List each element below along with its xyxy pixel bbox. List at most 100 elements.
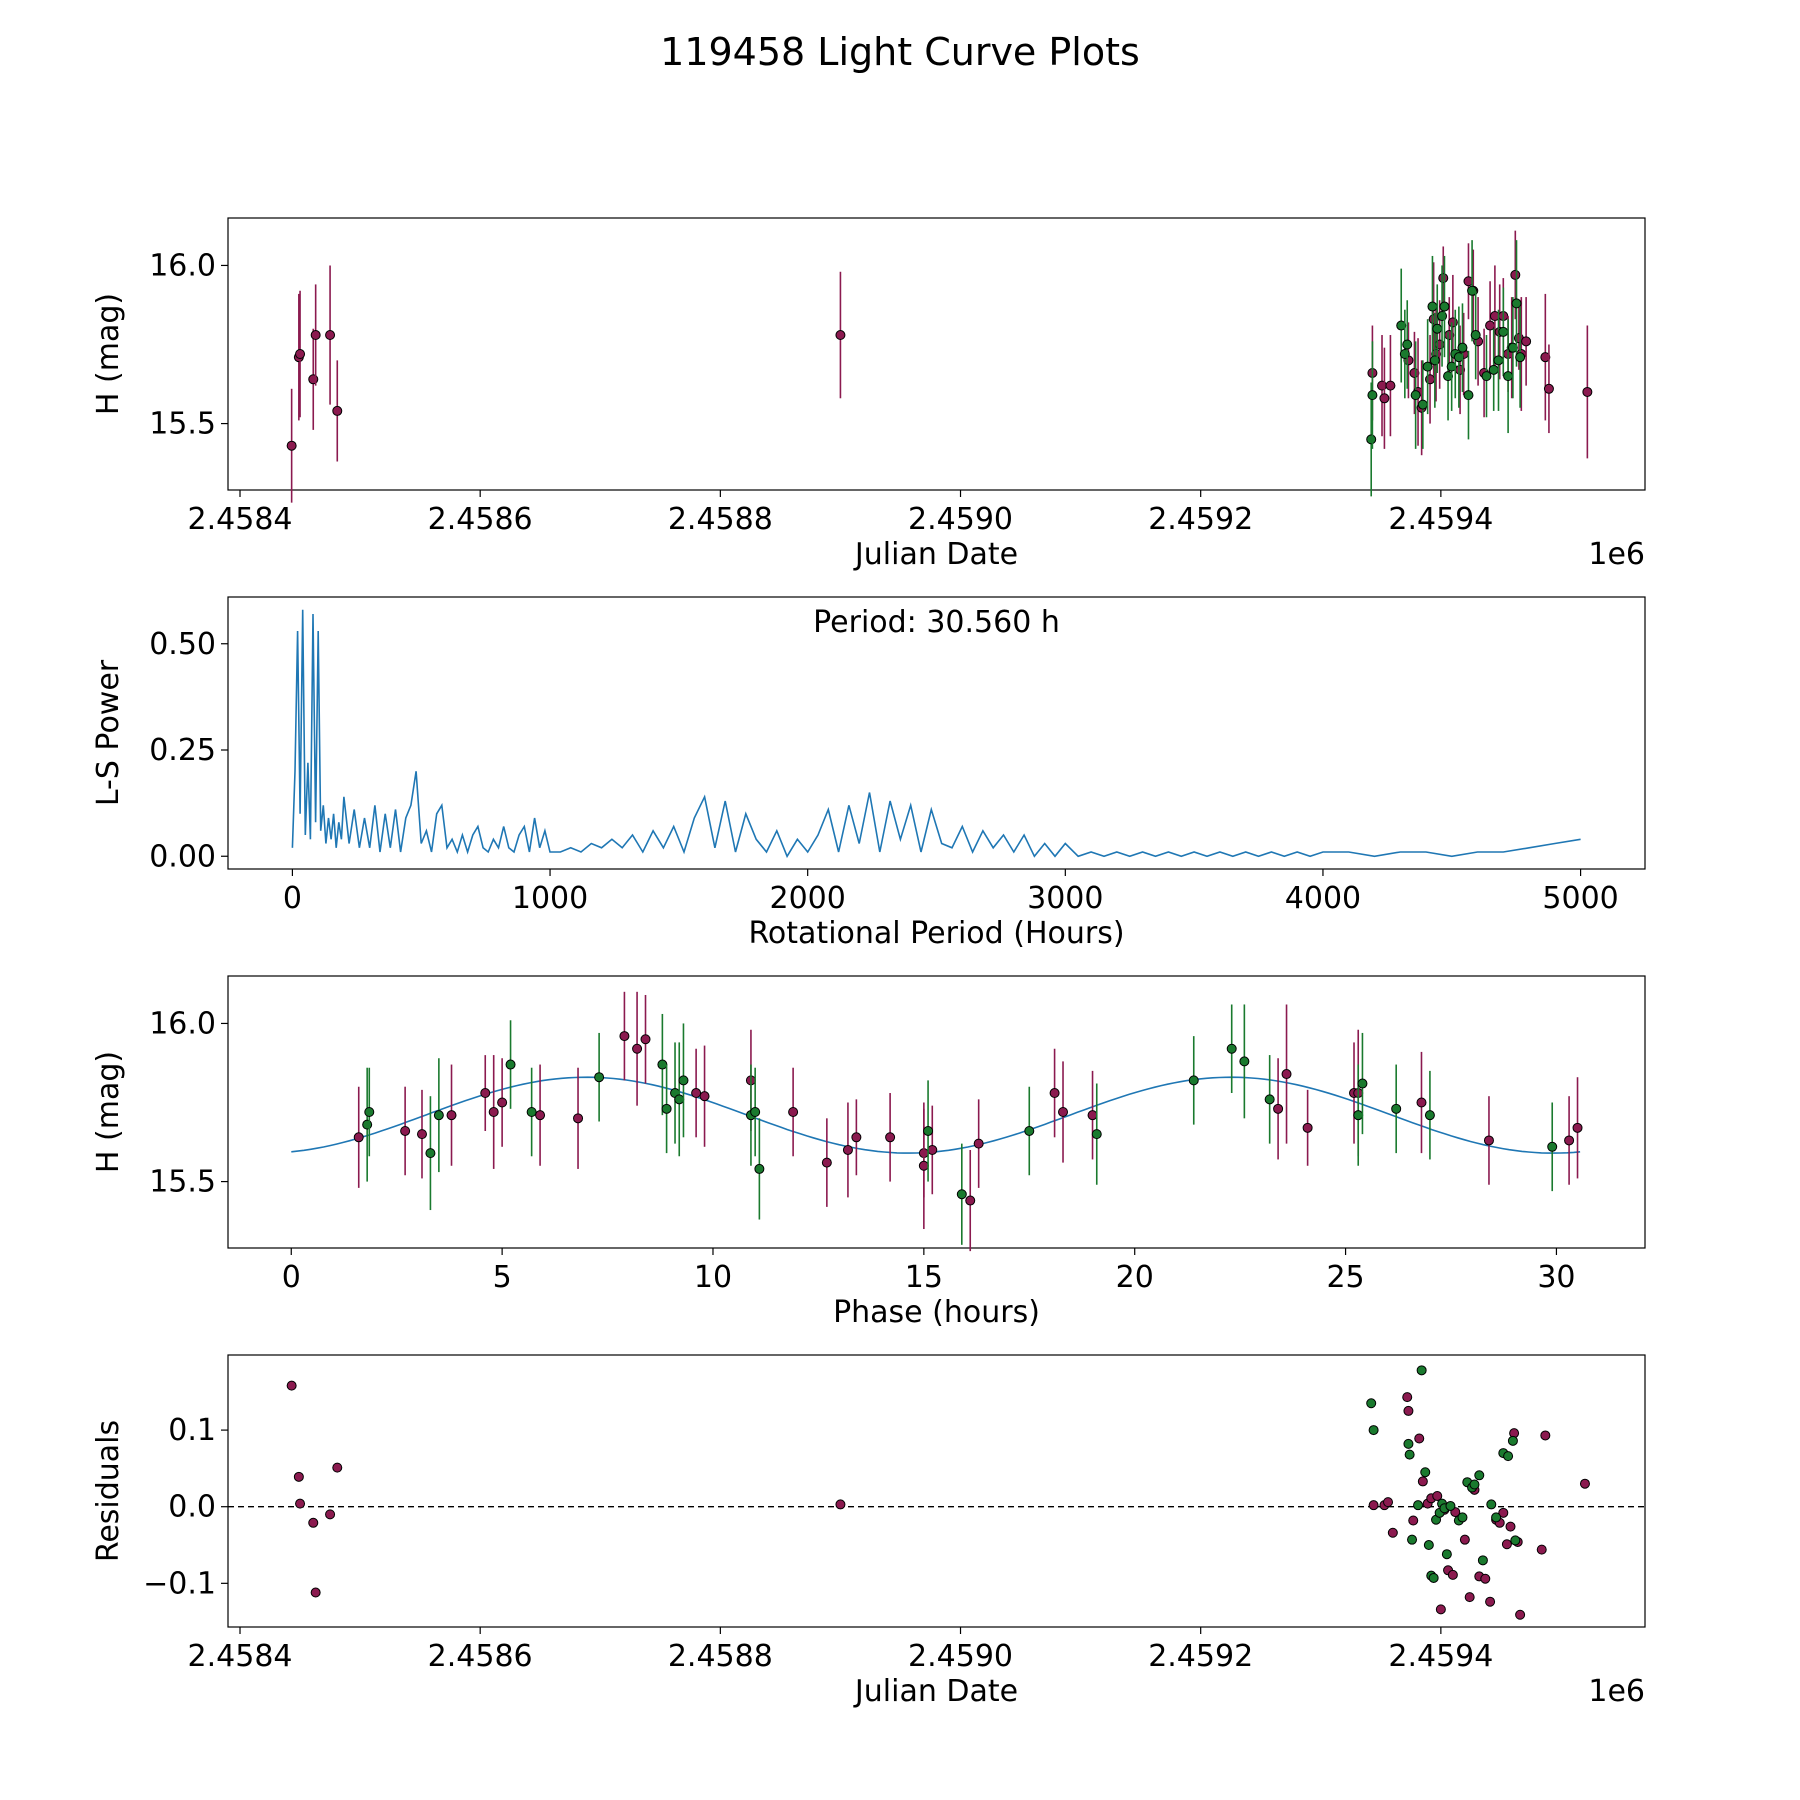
phased-point-r <box>640 1034 651 1045</box>
residuals-point-r <box>1505 1521 1516 1532</box>
residuals-point-r <box>1515 1609 1526 1620</box>
phased-point-r <box>1273 1103 1284 1114</box>
phased-curve-axes: 0 5 10 15 20 25 30 15.5 16.0 Phase (hours) H (mag) <box>91 975 1646 1330</box>
lightcurve-point-r <box>1385 380 1396 391</box>
lightcurve-ylabel: H (mag) <box>91 293 126 415</box>
periodogram-line <box>291 609 1581 859</box>
residuals-point-g <box>1366 1398 1377 1409</box>
lightcurve-point-g <box>1467 285 1478 296</box>
lightcurve-point-g <box>1439 301 1450 312</box>
residuals-xtick-label: 2.4590 <box>908 1639 1013 1674</box>
periodogram-ytick-label: 0.00 <box>149 839 216 874</box>
residuals-xtick-label: 2.4592 <box>1148 1639 1253 1674</box>
phased-point-r <box>1483 1135 1494 1146</box>
periodogram-xtick-label: 4000 <box>1285 881 1361 916</box>
lightcurve-point-g <box>1503 371 1514 382</box>
residuals-xtick-label: 2.4594 <box>1388 1639 1493 1674</box>
lightcurve-xtick-label: 2.4590 <box>908 502 1013 537</box>
phased-point-g <box>750 1107 761 1117</box>
phased-point-g <box>505 1059 516 1070</box>
phased-point-r <box>488 1107 499 1117</box>
phased-point-r <box>699 1091 710 1102</box>
phased-point-r <box>1281 1069 1292 1080</box>
lightcurve-xtick-label: 2.4592 <box>1148 502 1253 537</box>
residuals-point-g <box>1486 1499 1497 1510</box>
phased-point-g <box>425 1148 436 1159</box>
residuals-point-g <box>1503 1451 1514 1462</box>
lightcurve-point-g <box>1427 301 1438 312</box>
lightcurve-xtick-label: 2.4588 <box>668 502 773 537</box>
phased-point-g <box>433 1110 444 1121</box>
residuals-point-r <box>1447 1569 1458 1580</box>
lightcurve-point-r <box>1485 320 1496 331</box>
phased-point-g <box>594 1072 605 1083</box>
phased-point-r <box>1564 1135 1575 1146</box>
residuals-point-g <box>1441 1549 1452 1560</box>
residuals-point-r <box>1414 1433 1425 1444</box>
residuals-point-r <box>1368 1500 1379 1511</box>
lightcurve-point-g <box>1446 361 1457 372</box>
residuals-xlabel: Julian Date <box>853 1674 1018 1709</box>
periodogram-axes: 0 1000 2000 3000 4000 5000 0.00 0.25 0.50 Rotatio… <box>91 596 1646 951</box>
phased-point-g <box>657 1059 668 1070</box>
phased-point-r <box>416 1129 427 1140</box>
residuals-point-g <box>1368 1425 1379 1436</box>
lightcurve-ytick-label: 15.5 <box>149 407 216 442</box>
lightcurve-point-r <box>1540 352 1551 363</box>
phased-point-r <box>691 1088 702 1099</box>
periodogram-xtick-label: 0 <box>283 881 302 916</box>
phased-point-g <box>526 1107 537 1117</box>
residuals-point-r <box>1459 1534 1470 1545</box>
residuals-point-g <box>1445 1500 1456 1511</box>
lightcurve-point-g <box>1493 355 1504 366</box>
phased-frame <box>227 975 1646 1249</box>
phased-point-r <box>446 1110 457 1121</box>
lightcurve-point-r <box>835 330 846 341</box>
residuals-point-r <box>1501 1539 1512 1550</box>
residuals-ytick-label: 0.0 <box>168 1490 216 1525</box>
phased-xtick-label: 0 <box>282 1260 301 1295</box>
residuals-point-g <box>1404 1449 1415 1460</box>
phased-point-r <box>821 1157 832 1168</box>
lightcurve-point-g <box>1498 326 1509 337</box>
residuals-point-g <box>1403 1438 1414 1449</box>
phased-point-r <box>842 1144 853 1155</box>
residuals-point-g <box>1407 1534 1418 1545</box>
period-annotation: Period: 30.560 h <box>813 605 1060 640</box>
residuals-point-r <box>1480 1573 1491 1584</box>
residuals-point-r <box>308 1517 319 1528</box>
lightcurve-point-g <box>1402 339 1413 350</box>
phased-point-g <box>754 1163 765 1174</box>
phased-point-g <box>661 1103 672 1114</box>
lightcurve-point-r <box>1543 383 1554 394</box>
lightcurve-point-g <box>1457 342 1468 353</box>
phased-point-g <box>1188 1075 1199 1086</box>
phased-point-r <box>1049 1088 1060 1099</box>
phased-point-g <box>1357 1078 1368 1089</box>
residuals-point-r <box>1579 1478 1590 1489</box>
residuals-ytick-label: −0.1 <box>143 1566 216 1601</box>
phased-point-r <box>1302 1122 1313 1133</box>
lightcurve-point-g <box>1488 364 1499 375</box>
residuals-offset-text: 1e6 <box>1588 1674 1645 1709</box>
lightcurve-point-r <box>310 330 321 341</box>
lightcurve-frame <box>227 217 1646 491</box>
phased-point-r <box>632 1043 643 1054</box>
lightcurve-point-g <box>1481 371 1492 382</box>
residuals-point-r <box>325 1509 336 1520</box>
lightcurve-point-g <box>1453 352 1464 363</box>
residuals-point-r <box>1498 1507 1509 1518</box>
lightcurve-point-g <box>1507 342 1518 353</box>
phased-point-g <box>1264 1094 1275 1105</box>
residuals-point-r <box>332 1462 343 1473</box>
residuals-xtick-label: 2.4588 <box>668 1639 773 1674</box>
phased-xtick-label: 30 <box>1537 1260 1575 1295</box>
residuals-point-r <box>1464 1592 1475 1603</box>
periodogram-ytick-label: 0.25 <box>149 733 216 768</box>
phased-point-r <box>480 1088 491 1099</box>
phased-point-g <box>956 1189 967 1200</box>
lightcurve-xtick-label: 2.4586 <box>428 502 533 537</box>
lightcurve-axes: 2.4584 2.4586 2.4588 2.4590 2.4592 2.4594 15.5… <box>91 217 1646 572</box>
phased-point-r <box>927 1144 938 1155</box>
residuals-point-r <box>286 1380 297 1391</box>
